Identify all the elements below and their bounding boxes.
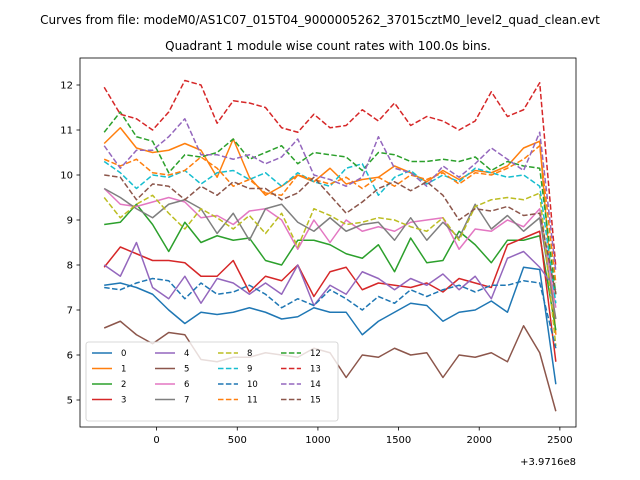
y-tick-label: 5 bbox=[67, 396, 73, 407]
series-line-11 bbox=[103, 145, 557, 284]
x-tick-label: 0 bbox=[153, 435, 159, 446]
legend-label-14: 14 bbox=[310, 380, 321, 390]
legend-label-0: 0 bbox=[121, 349, 126, 359]
y-tick-label: 11 bbox=[60, 126, 73, 137]
legend-label-4: 4 bbox=[184, 349, 189, 359]
y-tick-label: 6 bbox=[67, 351, 73, 362]
legend-label-3: 3 bbox=[121, 396, 126, 406]
legend-label-15: 15 bbox=[310, 396, 321, 406]
x-tick-label: 1500 bbox=[386, 435, 411, 446]
legend-label-8: 8 bbox=[247, 349, 252, 359]
legend-label-10: 10 bbox=[247, 380, 258, 390]
x-offset-label: +3.9716e8 bbox=[520, 457, 576, 468]
x-tick-label: 1000 bbox=[305, 435, 330, 446]
series-line-7 bbox=[103, 187, 557, 320]
series-line-1 bbox=[103, 127, 557, 335]
legend-label-11: 11 bbox=[247, 396, 258, 406]
legend-box bbox=[85, 341, 339, 422]
series-line-12 bbox=[103, 111, 557, 295]
series-line-10 bbox=[104, 277, 557, 349]
legend-label-1: 1 bbox=[121, 365, 126, 375]
legend-label-9: 9 bbox=[247, 365, 252, 375]
legend-label-2: 2 bbox=[121, 380, 126, 390]
series-line-4 bbox=[103, 241, 557, 307]
legend-label-5: 5 bbox=[184, 365, 189, 375]
y-tick-label: 8 bbox=[67, 261, 73, 272]
y-tick-label: 12 bbox=[60, 81, 73, 92]
axes-frame bbox=[79, 57, 577, 428]
legend-label-7: 7 bbox=[184, 396, 189, 406]
series-line-2 bbox=[104, 203, 557, 331]
x-tick-label: 2500 bbox=[547, 435, 572, 446]
series-line-13 bbox=[103, 79, 557, 268]
y-tick-label: 10 bbox=[60, 171, 73, 182]
legend-label-13: 13 bbox=[310, 365, 321, 375]
series-layer bbox=[103, 79, 557, 412]
series-line-14 bbox=[103, 118, 557, 272]
legend-label-12: 12 bbox=[310, 349, 321, 359]
x-tick-label: 2000 bbox=[466, 435, 491, 446]
chart-title: Quadrant 1 module wise count rates with … bbox=[165, 39, 491, 53]
figure-suptitle: Curves from file: modeM0/AS1C07_015T04_9… bbox=[40, 13, 600, 27]
series-line-8 bbox=[103, 192, 557, 347]
y-tick-label: 7 bbox=[67, 306, 73, 317]
series-line-0 bbox=[104, 266, 557, 385]
legend-label-6: 6 bbox=[184, 380, 189, 390]
series-line-15 bbox=[104, 174, 557, 295]
x-tick-label: 500 bbox=[228, 435, 247, 446]
y-tick-label: 9 bbox=[67, 216, 73, 227]
